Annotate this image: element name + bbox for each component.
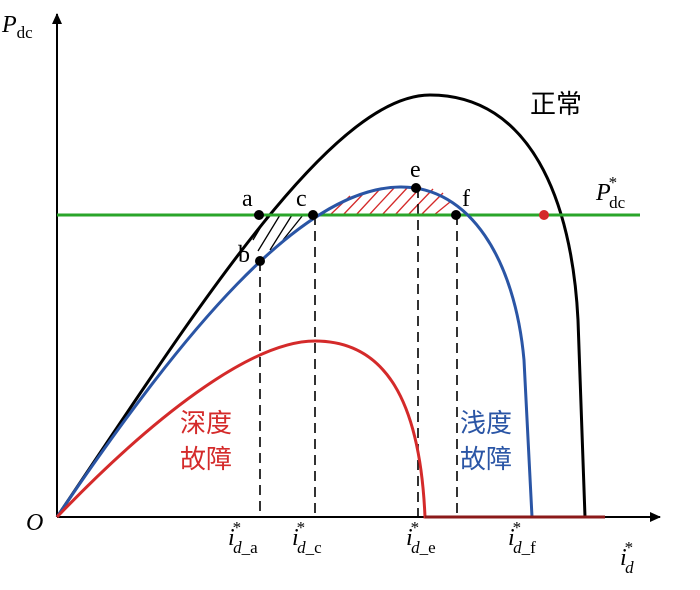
tick-part: i: [508, 525, 515, 551]
intersection-point: [539, 210, 549, 220]
tick-part: i: [406, 525, 413, 551]
deep-label-2: 故障: [180, 445, 232, 474]
point-label: f: [462, 186, 470, 212]
tick-part: d: [513, 538, 522, 557]
tick-part: _a: [241, 538, 259, 557]
point-label: b: [238, 242, 250, 268]
tick-part: d: [233, 538, 242, 557]
tick-part: *: [411, 518, 420, 537]
reference-label: P* dc: [595, 173, 626, 212]
tick-part: d: [297, 538, 306, 557]
tick-part: _c: [305, 538, 323, 557]
x-tick-label: i* d_e: [406, 518, 436, 557]
shallow-label-1: 浅度: [460, 409, 512, 438]
tick-part: _e: [419, 538, 436, 557]
x-tick-labels: i* d_a i* d_c i* d_e i* d_f: [228, 518, 536, 557]
shallow-curve: [55, 185, 534, 518]
points: [254, 183, 461, 266]
deep-label-1: 深度: [180, 409, 232, 438]
tick-part: i: [228, 525, 235, 551]
tick-part: _f: [521, 538, 537, 557]
origin-label: O: [26, 510, 43, 536]
normal-curve: [55, 93, 587, 518]
x-tick-label: i* d_a: [228, 518, 258, 557]
x-tick-label: i* d_f: [508, 518, 536, 557]
tick-part: *: [513, 518, 522, 537]
point-label: e: [410, 157, 421, 183]
dashed-guides: [259, 188, 458, 517]
tick-part: i: [292, 525, 299, 551]
tick-part: *: [233, 518, 242, 537]
x-label: i* d: [620, 538, 634, 577]
hatch-red: [329, 186, 451, 216]
x-tick-label: i* d_c: [292, 518, 322, 557]
normal-label: 正常: [530, 90, 582, 119]
point-label: c: [296, 186, 307, 212]
shallow-label-2: 故障: [460, 445, 512, 474]
y-label: Pdc: [1, 12, 33, 42]
point-label: a: [242, 186, 253, 212]
deep-curve: [55, 339, 605, 519]
tick-part: d: [411, 538, 420, 557]
tick-part: *: [297, 518, 306, 537]
